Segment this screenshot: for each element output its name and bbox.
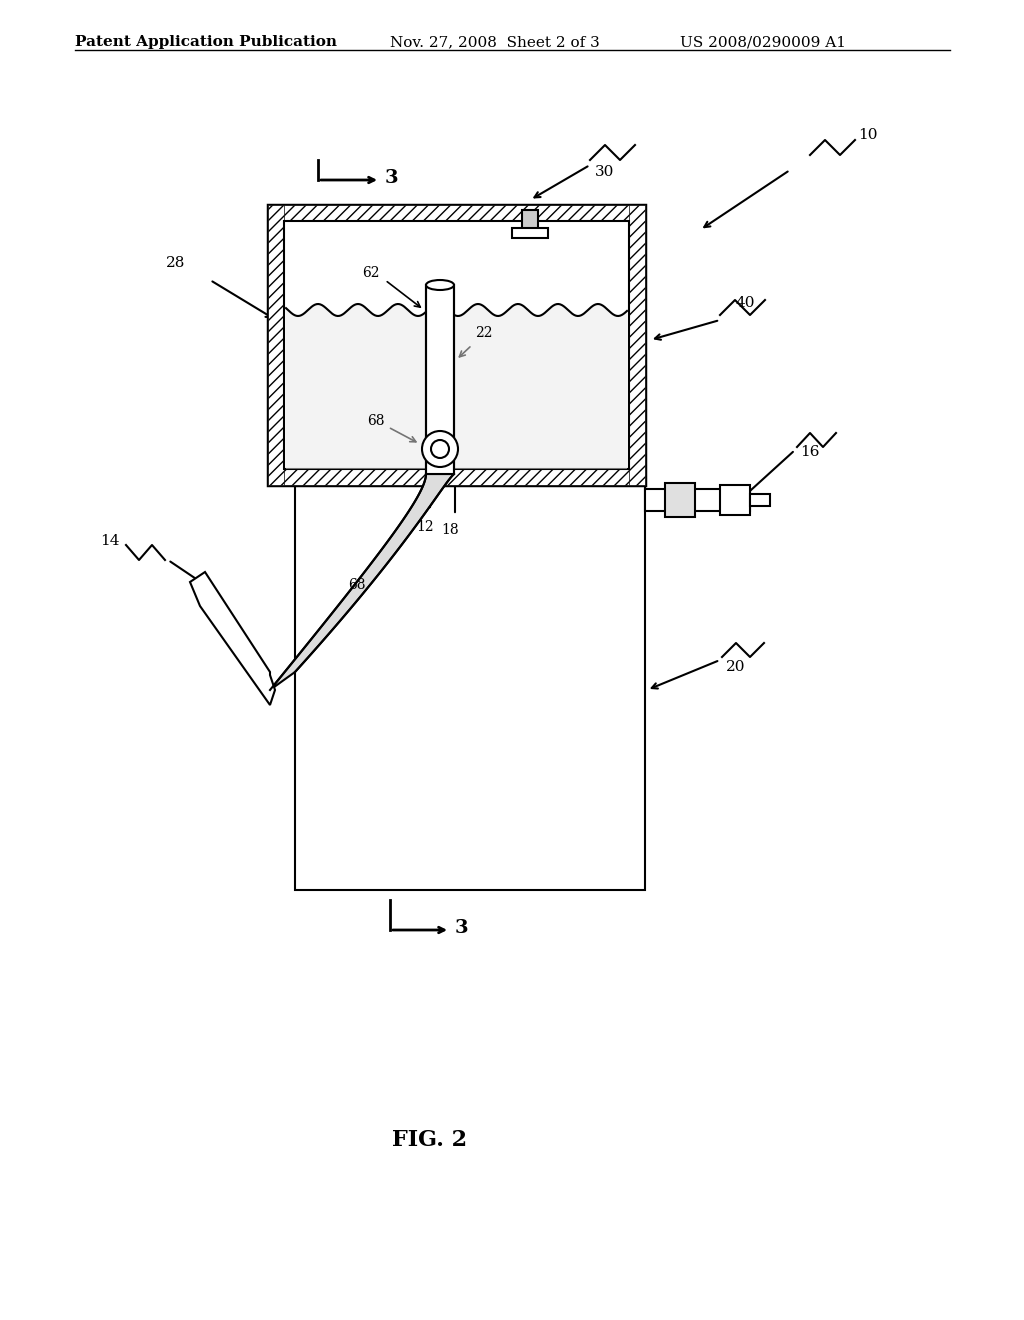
Text: 28: 28 — [166, 256, 185, 271]
Text: 30: 30 — [595, 165, 614, 180]
Bar — [629, 205, 645, 484]
Text: 16: 16 — [800, 445, 819, 459]
Bar — [295, 484, 645, 890]
Bar — [426, 285, 454, 474]
Bar — [268, 205, 284, 484]
Text: Nov. 27, 2008  Sheet 2 of 3: Nov. 27, 2008 Sheet 2 of 3 — [390, 36, 600, 49]
Circle shape — [431, 440, 449, 458]
Text: 3: 3 — [455, 919, 469, 937]
Polygon shape — [286, 304, 627, 469]
Bar — [268, 205, 645, 220]
Text: 3: 3 — [385, 169, 398, 187]
Text: 10: 10 — [858, 128, 878, 143]
Bar — [750, 494, 770, 506]
Text: FIG. 2: FIG. 2 — [392, 1129, 468, 1151]
Ellipse shape — [426, 280, 454, 290]
Bar — [268, 469, 645, 484]
Bar — [665, 483, 695, 517]
Text: 40: 40 — [735, 296, 755, 310]
Bar — [645, 488, 750, 511]
Text: 14: 14 — [100, 535, 120, 548]
Text: 62: 62 — [362, 267, 380, 280]
Bar — [720, 484, 750, 515]
Text: 68: 68 — [368, 414, 385, 428]
Polygon shape — [270, 474, 454, 690]
Text: 18: 18 — [441, 523, 459, 537]
Text: 12: 12 — [416, 520, 434, 535]
Text: Patent Application Publication: Patent Application Publication — [75, 36, 337, 49]
Bar — [522, 210, 538, 230]
Polygon shape — [190, 572, 275, 705]
Text: 68: 68 — [348, 578, 366, 591]
Text: US 2008/0290009 A1: US 2008/0290009 A1 — [680, 36, 846, 49]
Text: 20: 20 — [726, 660, 745, 675]
Bar — [284, 220, 629, 469]
Text: 22: 22 — [475, 326, 493, 341]
Bar — [512, 228, 548, 238]
Bar — [268, 205, 645, 484]
Circle shape — [422, 432, 458, 467]
